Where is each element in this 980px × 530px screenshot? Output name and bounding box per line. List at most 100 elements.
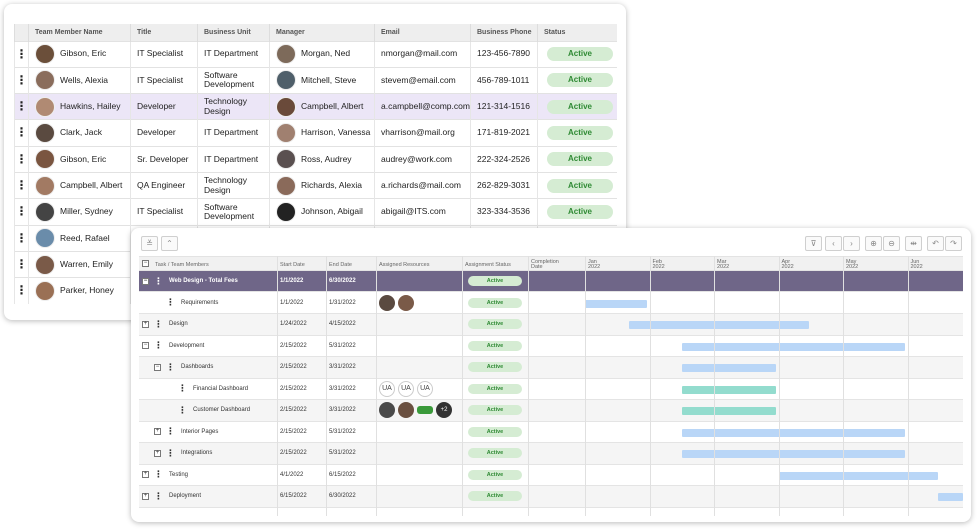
gantt-bar[interactable] (681, 364, 777, 372)
expand-icon[interactable]: + (154, 449, 161, 457)
start-date: 2/15/2022 (280, 428, 307, 435)
gantt-task-row[interactable]: ⋮ Requirements 1/1/2022 1/31/2022 Active (139, 293, 963, 314)
gantt-bar[interactable] (681, 407, 777, 415)
collapse-icon[interactable]: − (154, 363, 161, 371)
gantt-task-row[interactable]: ⋮ Financial Dashboard 2/15/2022 3/31/2022… (139, 379, 963, 400)
header-email[interactable]: Email (374, 24, 471, 41)
manager-name: Mitchell, Steve (301, 74, 357, 85)
row-menu-icon[interactable]: ⋮ (14, 119, 29, 147)
gantt-task-row[interactable]: + ⋮ Design 1/24/2022 4/15/2022 Active (139, 314, 963, 336)
cell-phone: 123-456-7890 (470, 40, 538, 68)
grid-divider (462, 256, 463, 516)
gantt-bar[interactable] (681, 428, 906, 437)
gantt-bar[interactable] (681, 342, 906, 351)
table-row[interactable]: ⋮ Clark, Jack Developer IT Department Ha… (14, 119, 617, 147)
zoom-in-icon[interactable]: ⊕ (865, 236, 882, 251)
row-menu-icon[interactable]: ⋮ (14, 224, 29, 252)
header-title[interactable]: Title (130, 24, 198, 41)
header-status[interactable]: Status (537, 24, 617, 41)
collapse-all-toggle[interactable]: − (142, 260, 149, 267)
gantt-bar[interactable] (681, 385, 777, 394)
cell-business-unit: Technology Design (197, 93, 270, 120)
gantt-bar[interactable] (778, 471, 938, 480)
row-menu-icon[interactable]: ⋮ (154, 340, 163, 351)
row-menu-icon[interactable]: ⋮ (14, 250, 29, 278)
assigned-resources (379, 293, 417, 314)
row-menu-icon[interactable]: ⋮ (154, 275, 163, 286)
row-menu-icon[interactable]: ⋮ (14, 198, 29, 226)
avatar (35, 70, 55, 91)
header-business-phone[interactable]: Business Phone (470, 24, 538, 41)
member-name: Miller, Sydney (60, 206, 113, 217)
row-menu-icon[interactable]: ⋮ (154, 318, 163, 329)
gantt-task-row[interactable]: − ⋮ Dashboards 2/15/2022 3/31/2022 Active (139, 357, 963, 379)
row-menu-icon[interactable]: ⋮ (166, 297, 175, 308)
table-row[interactable]: ⋮ Wells, Alexia IT Specialist Software D… (14, 66, 617, 94)
avatar (379, 294, 395, 311)
fit-icon[interactable]: ⇹ (905, 236, 922, 251)
gantt-summary-row[interactable]: − ⋮ Web Design - Total Fees 1/1/2022 6/30/… (139, 271, 963, 292)
row-menu-icon[interactable]: ⋮ (166, 361, 175, 372)
next-icon[interactable]: › (843, 236, 860, 251)
avatar (35, 175, 55, 196)
row-menu-icon[interactable]: ⋮ (14, 40, 29, 68)
undo-icon[interactable]: ↶ (927, 236, 944, 251)
row-menu-icon[interactable]: ⋮ (154, 490, 163, 501)
table-row[interactable]: ⋮ Hawkins, Hailey Developer Technology D… (14, 93, 617, 120)
task-name: Development (169, 342, 205, 349)
gantt-bar[interactable] (585, 299, 648, 308)
member-name: Reed, Rafael (60, 232, 110, 243)
member-name: Clark, Jack (60, 127, 103, 138)
expand-all-icon[interactable]: ⌃ (161, 236, 178, 251)
month-year: 2022 (781, 264, 794, 270)
gantt-bar[interactable] (628, 321, 809, 329)
grid-divider (778, 256, 780, 516)
cell-status: Active (537, 119, 617, 147)
gantt-task-row[interactable]: ⋮ Customer Dashboard 2/15/2022 3/31/2022 … (139, 400, 963, 422)
row-menu-icon[interactable]: ⋮ (14, 66, 29, 94)
expand-icon[interactable]: + (142, 320, 149, 328)
row-menu-icon[interactable]: ⋮ (178, 383, 187, 394)
table-row[interactable]: ⋮ Campbell, Albert QA Engineer Technolog… (14, 171, 617, 199)
cell-manager: Ross, Audrey (269, 145, 375, 173)
avatar (35, 254, 55, 275)
prev-icon[interactable]: ‹ (825, 236, 842, 251)
row-menu-icon[interactable]: ⋮ (14, 93, 29, 120)
row-menu-icon[interactable]: ⋮ (166, 426, 175, 437)
row-menu-icon[interactable]: ⋮ (154, 469, 163, 480)
expand-icon[interactable]: + (142, 471, 149, 479)
row-menu-icon[interactable]: ⋮ (166, 447, 175, 458)
gantt-bar[interactable] (681, 450, 906, 458)
gantt-task-row[interactable]: + ⋮ Integrations 2/15/2022 5/31/2022 Activ… (139, 443, 963, 465)
task-cell: + ⋮ Interior Pages (154, 422, 275, 443)
header-manager[interactable]: Manager (269, 24, 375, 41)
gantt-task-row[interactable]: + ⋮ Interior Pages 2/15/2022 5/31/2022 Act… (139, 422, 963, 443)
table-row[interactable]: ⋮ Gibson, Eric IT Specialist IT Departme… (14, 40, 617, 68)
gantt-bar[interactable] (937, 493, 963, 501)
zoom-out-icon[interactable]: ⊖ (883, 236, 900, 251)
gantt-task-row[interactable]: − ⋮ Development 2/15/2022 5/31/2022 Active (139, 336, 963, 357)
row-menu-icon[interactable]: ⋮ (178, 404, 187, 415)
header-business-unit[interactable]: Business Unit (197, 24, 270, 41)
manager-name: Johnson, Abigail (301, 206, 363, 217)
start-date: 2/15/2022 (280, 450, 307, 457)
collapse-icon[interactable]: − (142, 342, 149, 350)
redo-icon[interactable]: ↷ (945, 236, 962, 251)
collapse-all-icon[interactable]: ≚ (141, 236, 158, 251)
table-row[interactable]: ⋮ Miller, Sydney IT Specialist Software … (14, 198, 617, 226)
cell-team-member: Gibson, Eric (28, 145, 131, 173)
expand-icon[interactable]: + (154, 428, 161, 436)
collapse-icon[interactable]: − (142, 277, 149, 285)
row-menu-icon[interactable]: ⋮ (14, 277, 29, 304)
table-row[interactable]: ⋮ Gibson, Eric Sr. Developer IT Departme… (14, 145, 617, 173)
start-date: 1/1/2022 (280, 299, 304, 306)
filter-icon[interactable]: ⊽ (805, 236, 822, 251)
expand-icon[interactable]: + (142, 492, 149, 500)
row-menu-icon[interactable]: ⋮ (14, 145, 29, 173)
start-date: 2/15/2022 (280, 364, 307, 371)
header-team-member[interactable]: Team Member Name (28, 24, 131, 41)
month-header: Jun 2022 (911, 259, 923, 270)
gantt-task-row[interactable]: + ⋮ Testing 4/1/2022 6/15/2022 Active (139, 465, 963, 486)
gantt-task-row[interactable]: + ⋮ Deployment 6/15/2022 6/30/2022 Active (139, 486, 963, 508)
row-menu-icon[interactable]: ⋮ (14, 171, 29, 199)
